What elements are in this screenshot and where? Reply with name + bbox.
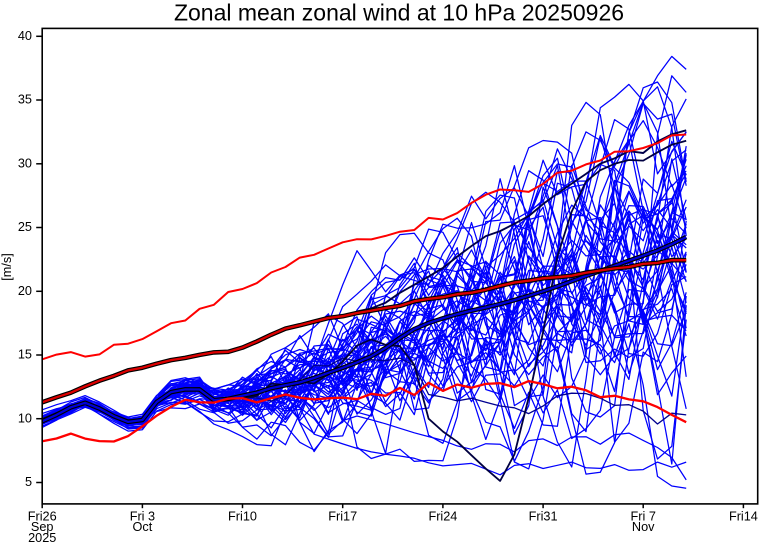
svg-text:20: 20 bbox=[18, 284, 32, 298]
svg-text:Fri24: Fri24 bbox=[428, 510, 457, 524]
svg-text:2025: 2025 bbox=[28, 531, 56, 545]
svg-text:Oct: Oct bbox=[133, 520, 153, 534]
svg-text:25: 25 bbox=[18, 220, 32, 234]
svg-text:Zonal mean zonal wind at 10 hP: Zonal mean zonal wind at 10 hPa 20250926 bbox=[174, 0, 624, 26]
svg-text:Fri10: Fri10 bbox=[228, 510, 257, 524]
svg-text:Nov: Nov bbox=[632, 520, 655, 534]
svg-text:Fri17: Fri17 bbox=[328, 510, 357, 524]
svg-text:35: 35 bbox=[18, 93, 32, 107]
svg-text:Fri 3: Fri 3 bbox=[130, 510, 155, 524]
svg-text:30: 30 bbox=[18, 156, 32, 170]
svg-text:10: 10 bbox=[18, 411, 32, 425]
svg-text:Fri 7: Fri 7 bbox=[631, 510, 656, 524]
svg-text:[m/s]: [m/s] bbox=[0, 253, 14, 281]
svg-text:Fri31: Fri31 bbox=[529, 510, 558, 524]
svg-text:Fri26: Fri26 bbox=[28, 510, 57, 524]
svg-text:Sep: Sep bbox=[31, 520, 54, 534]
svg-text:Fri14: Fri14 bbox=[729, 510, 758, 524]
svg-text:40: 40 bbox=[18, 29, 32, 43]
svg-text:5: 5 bbox=[25, 475, 32, 489]
svg-text:15: 15 bbox=[18, 348, 32, 362]
